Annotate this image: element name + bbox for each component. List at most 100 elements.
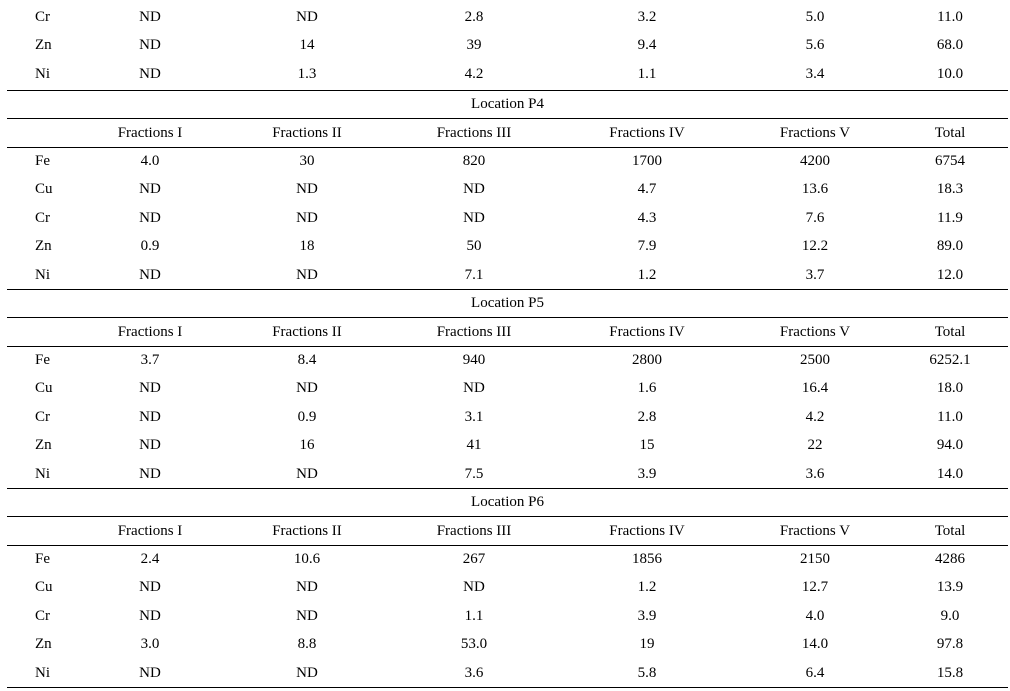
- table-rule: [7, 544, 1008, 546]
- header-fraction-4: Fractions IV: [609, 124, 685, 141]
- fraction-5-value: 4200: [800, 153, 830, 169]
- total-value: 11.9: [937, 209, 963, 226]
- element-label: Cr: [35, 9, 50, 25]
- fraction-3-value: 53.0: [460, 636, 488, 653]
- fraction-2-value: ND: [296, 181, 318, 198]
- fraction-3-value: 41: [466, 437, 482, 454]
- fraction-1-value: ND: [139, 65, 161, 82]
- table-rule: [7, 288, 1008, 290]
- table-row: Ni ND 1.3 4.2 1.1 3.4 10.0: [7, 60, 1008, 88]
- fraction-4-value: 5.8: [637, 664, 657, 681]
- table-rule: [7, 118, 1008, 119]
- fraction-1-value: ND: [139, 664, 161, 681]
- fraction-2-value: 18: [299, 238, 315, 255]
- column-header-row: Fractions I Fractions II Fractions III Frac…: [7, 318, 1008, 346]
- total-value: 18.3: [936, 181, 964, 198]
- fraction-1-value: ND: [139, 181, 161, 198]
- fraction-5-value: 4.0: [805, 607, 825, 624]
- fraction-1-value: 2.4: [140, 551, 160, 567]
- total-value: 15.8: [936, 664, 964, 681]
- fraction-3-value: 3.1: [464, 408, 484, 425]
- fraction-3-value: 7.1: [464, 266, 484, 283]
- table-rule: [7, 516, 1008, 517]
- fraction-1-value: ND: [139, 37, 161, 54]
- fraction-2-value: 30: [299, 153, 315, 169]
- header-fraction-3: Fractions III: [436, 124, 512, 141]
- element-label: Ni: [35, 664, 50, 681]
- fraction-2-value: 10.6: [293, 551, 321, 567]
- location-title: Location P5: [471, 295, 544, 311]
- fraction-3-value: ND: [463, 579, 485, 596]
- total-value: 68.0: [936, 37, 964, 54]
- table-row: Fe 4.0 30 820 1700 4200 6754: [7, 147, 1008, 175]
- fraction-1-value: 3.0: [140, 636, 160, 653]
- table-row: Cr ND ND 1.1 3.9 4.0 9.0: [7, 602, 1008, 630]
- header-fraction-5: Fractions V: [779, 522, 851, 539]
- fraction-5-value: 13.6: [801, 181, 829, 198]
- element-label: Zn: [35, 636, 52, 653]
- column-header-row: Fractions I Fractions II Fractions III Frac…: [7, 119, 1008, 147]
- fraction-3-value: 7.5: [464, 465, 484, 482]
- fraction-4-value: 2.8: [637, 408, 657, 425]
- fraction-3-value: 1.1: [464, 607, 484, 624]
- fraction-3-value: 39: [466, 37, 482, 54]
- total-value: 6754: [935, 153, 965, 169]
- element-label: Cr: [35, 408, 50, 425]
- total-value: 13.9: [936, 579, 964, 596]
- total-value: 97.8: [936, 636, 964, 653]
- fraction-4-value: 19: [639, 636, 655, 653]
- fraction-4-value: 1.6: [637, 380, 657, 397]
- fraction-5-value: 4.2: [805, 408, 825, 425]
- location-title: Location P6: [471, 494, 544, 510]
- fraction-2-value: 14: [299, 37, 315, 54]
- fraction-1-value: 0.9: [140, 238, 160, 255]
- fraction-1-value: ND: [139, 9, 161, 25]
- fraction-3-value: 3.6: [464, 664, 484, 681]
- total-value: 11.0: [937, 9, 963, 25]
- fraction-4-value: 3.2: [637, 9, 657, 25]
- table-rule: [7, 317, 1008, 318]
- header-fraction-5: Fractions V: [779, 124, 851, 141]
- total-value: 9.0: [940, 607, 960, 624]
- fraction-2-value: ND: [296, 607, 318, 624]
- fraction-4-value: 1856: [632, 551, 662, 567]
- fraction-2-value: ND: [296, 465, 318, 482]
- fraction-1-value: 4.0: [140, 153, 160, 169]
- fraction-4-value: 1700: [632, 153, 662, 169]
- fraction-2-value: 0.9: [297, 408, 317, 425]
- fraction-3-value: 2.8: [464, 9, 484, 25]
- fraction-5-value: 3.6: [805, 465, 825, 482]
- table-row: Zn 3.0 8.8 53.0 19 14.0 97.8: [7, 630, 1008, 658]
- fraction-4-value: 7.9: [637, 238, 657, 255]
- fraction-1-value: ND: [139, 437, 161, 454]
- fraction-5-value: 22: [807, 437, 823, 454]
- total-value: 94.0: [936, 437, 964, 454]
- fraction-3-value: 50: [466, 238, 482, 255]
- table-row: Ni ND ND 7.1 1.2 3.7 12.0: [7, 261, 1008, 289]
- fraction-1-value: ND: [139, 380, 161, 397]
- header-fraction-2: Fractions II: [272, 124, 342, 141]
- fraction-1-value: ND: [139, 607, 161, 624]
- total-value: 14.0: [936, 465, 964, 482]
- table-row: Fe 3.7 8.4 940 2800 2500 6252.1: [7, 346, 1008, 374]
- header-fraction-1: Fractions I: [117, 124, 183, 141]
- fraction-1-value: ND: [139, 209, 161, 226]
- element-label: Cu: [35, 579, 53, 596]
- fraction-3-value: ND: [463, 209, 485, 226]
- total-value: 11.0: [937, 408, 963, 425]
- fraction-3-value: 4.2: [464, 65, 484, 82]
- element-label: Ni: [35, 266, 50, 283]
- fraction-3-value: 940: [462, 352, 486, 368]
- header-fraction-4: Fractions IV: [609, 323, 685, 340]
- element-label: Fe: [35, 153, 50, 169]
- header-total: Total: [934, 522, 966, 539]
- fraction-5-value: 7.6: [805, 209, 825, 226]
- fraction-2-value: 8.8: [297, 636, 317, 653]
- fraction-4-value: 1.1: [637, 65, 657, 82]
- header-fraction-1: Fractions I: [117, 323, 183, 340]
- fraction-5-value: 5.0: [805, 9, 825, 25]
- element-label: Cu: [35, 181, 53, 198]
- fraction-1-value: ND: [139, 465, 161, 482]
- fraction-2-value: ND: [296, 579, 318, 596]
- fraction-4-value: 15: [639, 437, 655, 454]
